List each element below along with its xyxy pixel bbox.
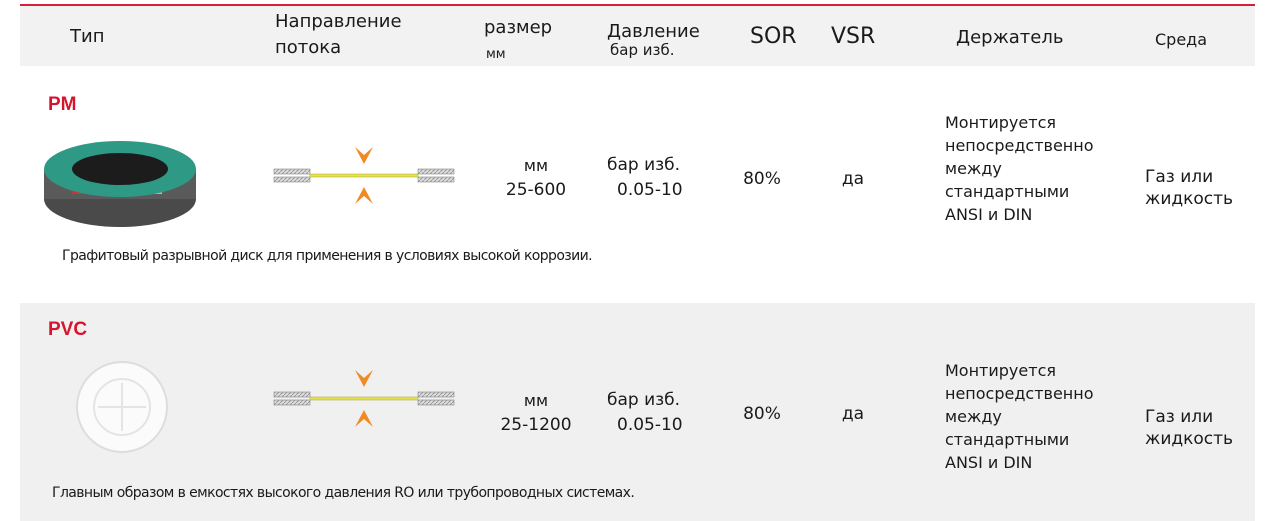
header-cell: Держатель xyxy=(956,26,1063,50)
header-cell: Тип xyxy=(70,25,104,49)
vsr: да xyxy=(823,403,883,426)
pressure: бар изб. xyxy=(607,154,680,177)
header-cell: VSR xyxy=(831,24,875,49)
flow-diagram xyxy=(272,144,456,212)
disc-image-svg xyxy=(42,134,202,234)
page: Тип Направление потока размер мм Давлени… xyxy=(0,0,1270,521)
vsr: да xyxy=(823,168,883,191)
medium: жидкость xyxy=(1145,188,1233,211)
header-cell: потока xyxy=(275,36,341,60)
row-name: PVC xyxy=(48,319,87,341)
size: 25-1200 xyxy=(486,414,586,437)
header-cell: бар изб. xyxy=(610,41,674,59)
header-cell: мм xyxy=(486,47,506,62)
holder: стандартными xyxy=(945,180,1069,203)
medium: Газ или xyxy=(1145,166,1213,189)
disc-image-svg xyxy=(42,357,202,457)
header-cell: Среда xyxy=(1155,30,1207,49)
medium: Газ или xyxy=(1145,406,1213,429)
pressure: 0.05-10 xyxy=(617,179,683,202)
holder: между xyxy=(945,405,1002,428)
holder: Монтируется xyxy=(945,359,1056,382)
header-cell: Направление xyxy=(275,10,402,34)
medium: жидкость xyxy=(1145,428,1233,451)
size: 25-600 xyxy=(486,179,586,202)
holder: между xyxy=(945,157,1002,180)
holder: непосредственно xyxy=(945,134,1094,157)
disc-image xyxy=(42,134,202,238)
row-name: PM xyxy=(48,94,77,116)
header-cell: размер xyxy=(484,16,552,40)
size: мм xyxy=(486,389,586,412)
holder: непосредственно xyxy=(945,382,1094,405)
holder: ANSI и DIN xyxy=(945,451,1032,474)
holder: стандартными xyxy=(945,428,1069,451)
pressure: 0.05-10 xyxy=(617,414,683,437)
sor: 80% xyxy=(722,403,802,426)
pressure: бар изб. xyxy=(607,389,680,412)
flow-diagram xyxy=(272,367,456,435)
flow-diagram-svg xyxy=(272,144,456,208)
holder: ANSI и DIN xyxy=(945,203,1032,226)
holder: Монтируется xyxy=(945,111,1056,134)
size: мм xyxy=(486,154,586,177)
header-cell: SOR xyxy=(750,24,797,49)
disc-image xyxy=(42,357,202,461)
description: Графитовый разрывной диск для применения… xyxy=(62,248,592,264)
description: Главным образом в емкостях высокого давл… xyxy=(52,485,634,501)
sor: 80% xyxy=(722,168,802,191)
flow-diagram-svg xyxy=(272,367,456,431)
